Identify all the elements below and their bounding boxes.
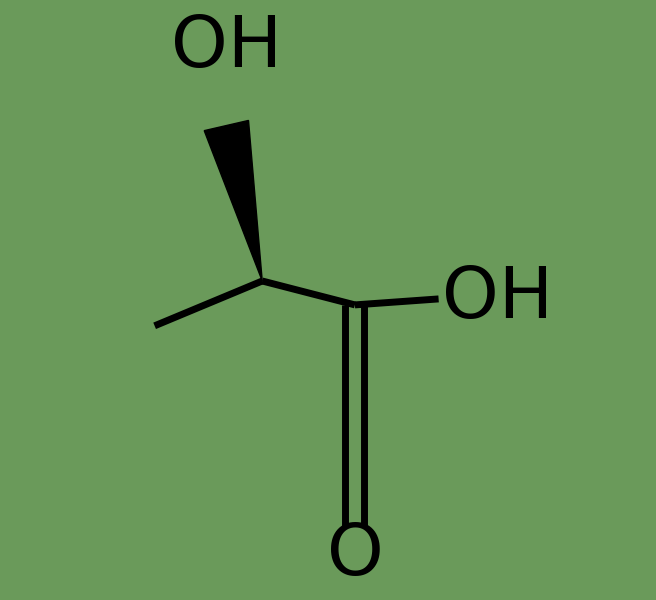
Text: OH: OH [171,13,282,82]
Text: O: O [327,521,383,590]
Polygon shape [204,121,262,281]
Text: OH: OH [441,265,553,334]
